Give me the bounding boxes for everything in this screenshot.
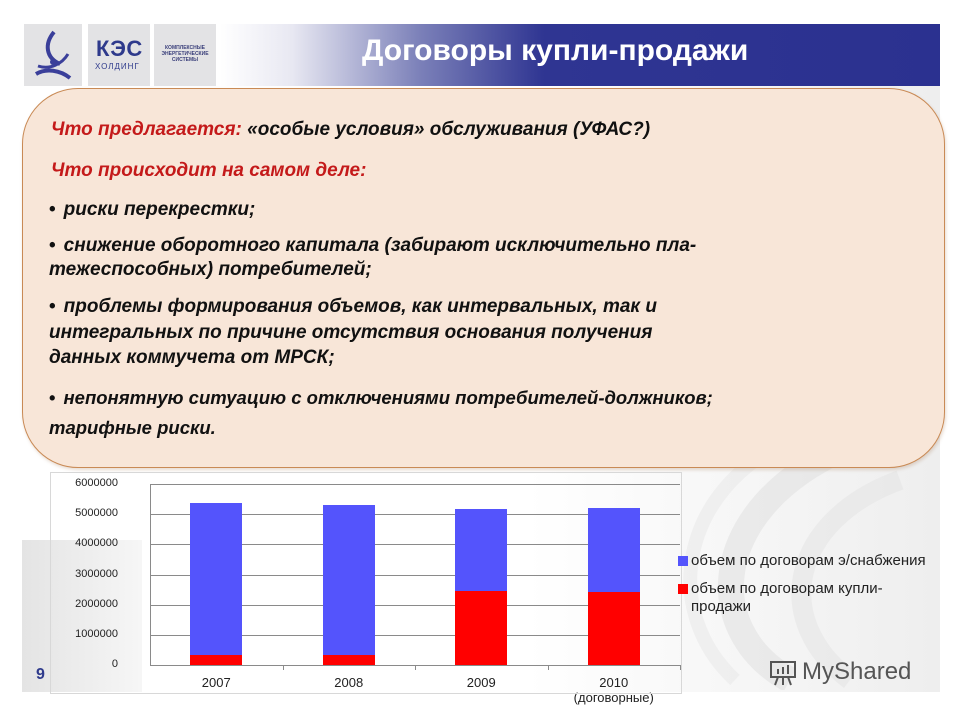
bar-segment (322, 655, 375, 665)
logo-subtitle: ХОЛДИНГ (95, 62, 140, 71)
offered-label: Что предлагается: (51, 119, 242, 140)
x-tick-label: 2008 (334, 675, 364, 690)
legend-label: объем по договорам э/снабжения (691, 552, 926, 569)
bullet-icon: • (49, 235, 56, 256)
x-tick (415, 665, 416, 670)
bullet-text-cont: данных коммучета от МРСК; (49, 347, 335, 368)
page-title: Договоры купли-продажи (362, 34, 749, 67)
x-tick (680, 665, 681, 670)
logo-brand: КЭС (96, 36, 143, 61)
bullet-text: проблемы формирования объемов, как интер… (63, 296, 657, 317)
bullet-item: • проблемы формирования объемов, как инте… (49, 296, 657, 318)
bullet-text-cont: интегральных по причине отсутствия основ… (49, 322, 653, 343)
bullet-icon: • (49, 199, 56, 220)
y-tick-label: 6000000 (75, 477, 118, 489)
bullet-text: непонятную ситуацию с отключениями потре… (63, 387, 713, 408)
y-tick-label: 3000000 (75, 567, 118, 580)
x-tick (547, 665, 549, 670)
bullet-text: риски перекрестки; (63, 199, 256, 220)
gridline (150, 604, 680, 606)
slide-left-strip (22, 540, 142, 692)
bar-segment (587, 508, 640, 592)
offered-text: «особые условия» обслуживания (УФАС?) (247, 119, 651, 140)
blue-swatch-icon (678, 556, 688, 566)
bullet-item: • риски перекрестки; (49, 199, 255, 221)
actual-label: Что происходит на самом деле: (51, 160, 367, 181)
watermark: MyShared (768, 658, 911, 686)
swirl-logo-icon (34, 30, 72, 80)
bullet-item: • снижение оборотного капитала (забирают … (49, 235, 696, 257)
bullet-text: снижение оборотного капитала (забирают и… (63, 235, 697, 256)
legend-item-supply: объем по договорам э/снабжения (678, 552, 938, 570)
bar-segment (587, 591, 640, 665)
gridline (150, 544, 680, 546)
kes-logo: КЭС ХОЛДИНГ (88, 24, 150, 86)
y-tick-label: 2000000 (75, 597, 118, 610)
y-tick-label: 1000000 (75, 627, 118, 640)
logo-tagline: КОМПЛЕКСНЫЕ ЭНЕРГЕТИЧЕСКИЕ СИСТЕМЫ (161, 45, 209, 63)
y-axis-line (150, 484, 151, 665)
legend-label: объем по договорам купли-продажи (691, 580, 883, 615)
bullet-text-cont: тарифные риски. (49, 417, 216, 438)
y-tick-label: 0 (111, 658, 118, 670)
x-tick (282, 665, 284, 670)
y-axis: 6000000 5000000 4000000 3000000 2000000 10000… (22, 470, 118, 695)
bar-segment (190, 503, 243, 656)
bullet-item: • непонятную ситуацию с отключениями потр… (49, 387, 713, 409)
bar-segment (455, 591, 508, 665)
bar-segment (455, 509, 508, 592)
legend-item-sale: объем по договорам купли-продажи (678, 580, 938, 616)
gridline (150, 574, 680, 576)
presentation-board-icon (770, 661, 796, 686)
y-tick-label: 5000000 (75, 507, 118, 520)
chart-border (50, 472, 682, 694)
chart-legend: объем по договорам э/снабжения объем по … (678, 552, 938, 626)
page-number: 9 (36, 666, 45, 683)
bar-segment (322, 505, 375, 656)
gridline (150, 634, 680, 636)
bar-segment (190, 655, 243, 665)
x-tick-label: 2007 (201, 675, 231, 690)
bullet-icon: • (49, 387, 56, 408)
plot-area: 2007 2008 2009 2010 (договорные) (22, 470, 682, 705)
y-tick-label: 4000000 (75, 537, 118, 550)
gridline (150, 484, 680, 485)
gridline (150, 514, 680, 516)
tagline-logo: КОМПЛЕКСНЫЕ ЭНЕРГЕТИЧЕСКИЕ СИСТЕМЫ (154, 24, 216, 86)
bullet-text-cont: тежеспособных) потребителей; (49, 259, 372, 280)
bullet-icon: • (49, 296, 56, 317)
stacked-bar-chart: 6000000 5000000 4000000 3000000 2000000 10000… (22, 470, 682, 705)
red-swatch-icon (678, 584, 688, 594)
x-tick-label: 2009 (466, 675, 496, 690)
watermark-text: MyShared (802, 658, 912, 685)
title-bar: Договоры купли-продажи (220, 24, 940, 86)
company-emblem (24, 24, 82, 86)
offered-line: Что предлагается: «особые условия» обслу… (51, 119, 650, 141)
callout-box: Что предлагается: «особые условия» обслу… (22, 88, 945, 468)
